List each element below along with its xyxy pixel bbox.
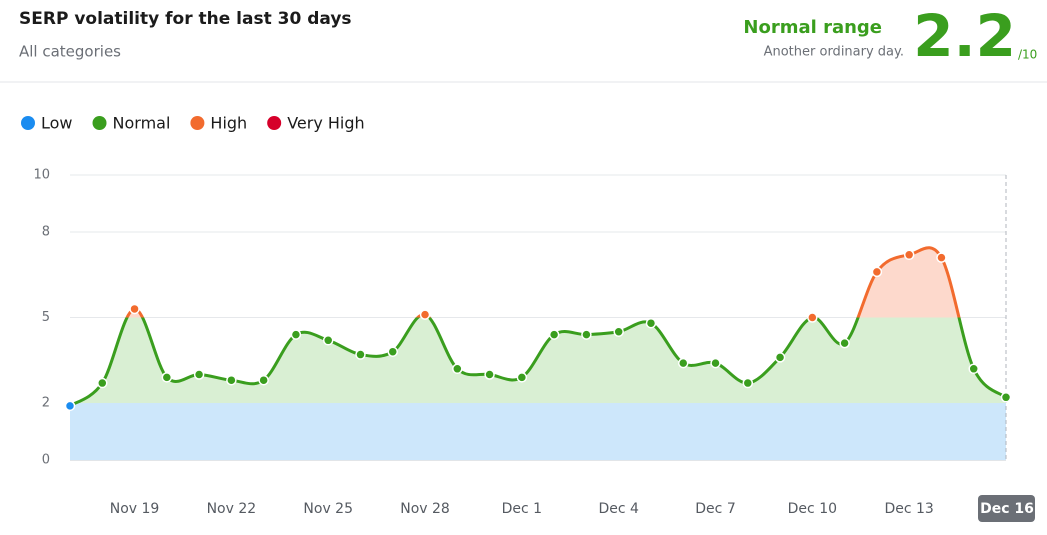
line-normal (69, 317, 1007, 408)
point (193, 369, 205, 380)
point (161, 372, 173, 383)
score-suffix: /10 (1018, 48, 1037, 62)
low-band (70, 403, 1006, 460)
x-tick-label: Nov 28 (400, 501, 450, 517)
area-high (127, 247, 959, 318)
point (387, 346, 399, 357)
point (903, 249, 915, 261)
point (1000, 392, 1012, 403)
score: 2.2 (913, 2, 1016, 70)
x-tick-label: Dec 4 (598, 501, 639, 517)
point (484, 369, 495, 380)
x-tick-label: Dec 7 (695, 501, 735, 517)
legend-label: Normal (113, 114, 171, 133)
point (807, 312, 818, 323)
point (355, 349, 366, 360)
y-tick-label: 5 (42, 310, 50, 325)
point (613, 326, 624, 337)
legend: Low Normal High Very High (21, 114, 365, 133)
point (645, 317, 657, 329)
point (129, 303, 140, 315)
legend-marker (267, 116, 282, 130)
point (64, 400, 76, 412)
point (710, 357, 721, 369)
x-tick-label: Dec 10 (788, 501, 837, 517)
legend-label: High (210, 114, 247, 133)
x-tick-label: Nov 19 (110, 501, 160, 517)
point (871, 266, 883, 278)
y-tick-label: 8 (42, 225, 50, 240)
point (742, 377, 754, 389)
y-tick-label: 0 (42, 453, 50, 468)
y-tick-label: 10 (33, 168, 50, 183)
legend-marker (21, 116, 35, 130)
y-tick-label: 2 (42, 396, 50, 411)
point (936, 252, 947, 263)
x-tick-label: Nov 22 (207, 501, 257, 517)
point (226, 374, 237, 386)
point (677, 357, 689, 369)
point (322, 335, 334, 346)
status: Normal range (743, 17, 882, 38)
point (774, 352, 786, 363)
point (290, 329, 302, 340)
point (452, 363, 463, 375)
x-tick-highlight (978, 495, 1035, 522)
point (97, 377, 108, 389)
area-normal (75, 317, 1006, 403)
status-note: Another ordinary day. (764, 45, 904, 60)
title: SERP volatility for the last 30 days (19, 9, 352, 29)
point (419, 309, 431, 320)
x-tick-label: Dec 1 (502, 501, 542, 517)
point (516, 372, 528, 383)
x-tick-label: Dec 13 (884, 501, 933, 517)
point (581, 329, 592, 340)
point (968, 363, 979, 375)
legend-marker (92, 116, 107, 130)
legend-label: Low (41, 114, 73, 133)
x-tick-label: Nov 25 (303, 501, 353, 517)
legend-marker (190, 116, 205, 130)
legend-label: Very High (287, 114, 364, 133)
point (258, 374, 269, 386)
point (548, 329, 560, 340)
subtitle: All categories (19, 43, 121, 61)
point (839, 337, 850, 349)
x-tick-label: Dec 16 (980, 501, 1034, 517)
plot: 0 2 5 8 10 Nov 19 Nov 22 Nov 25 Nov 28 Dec 1 Dec 4… (33, 168, 1035, 522)
